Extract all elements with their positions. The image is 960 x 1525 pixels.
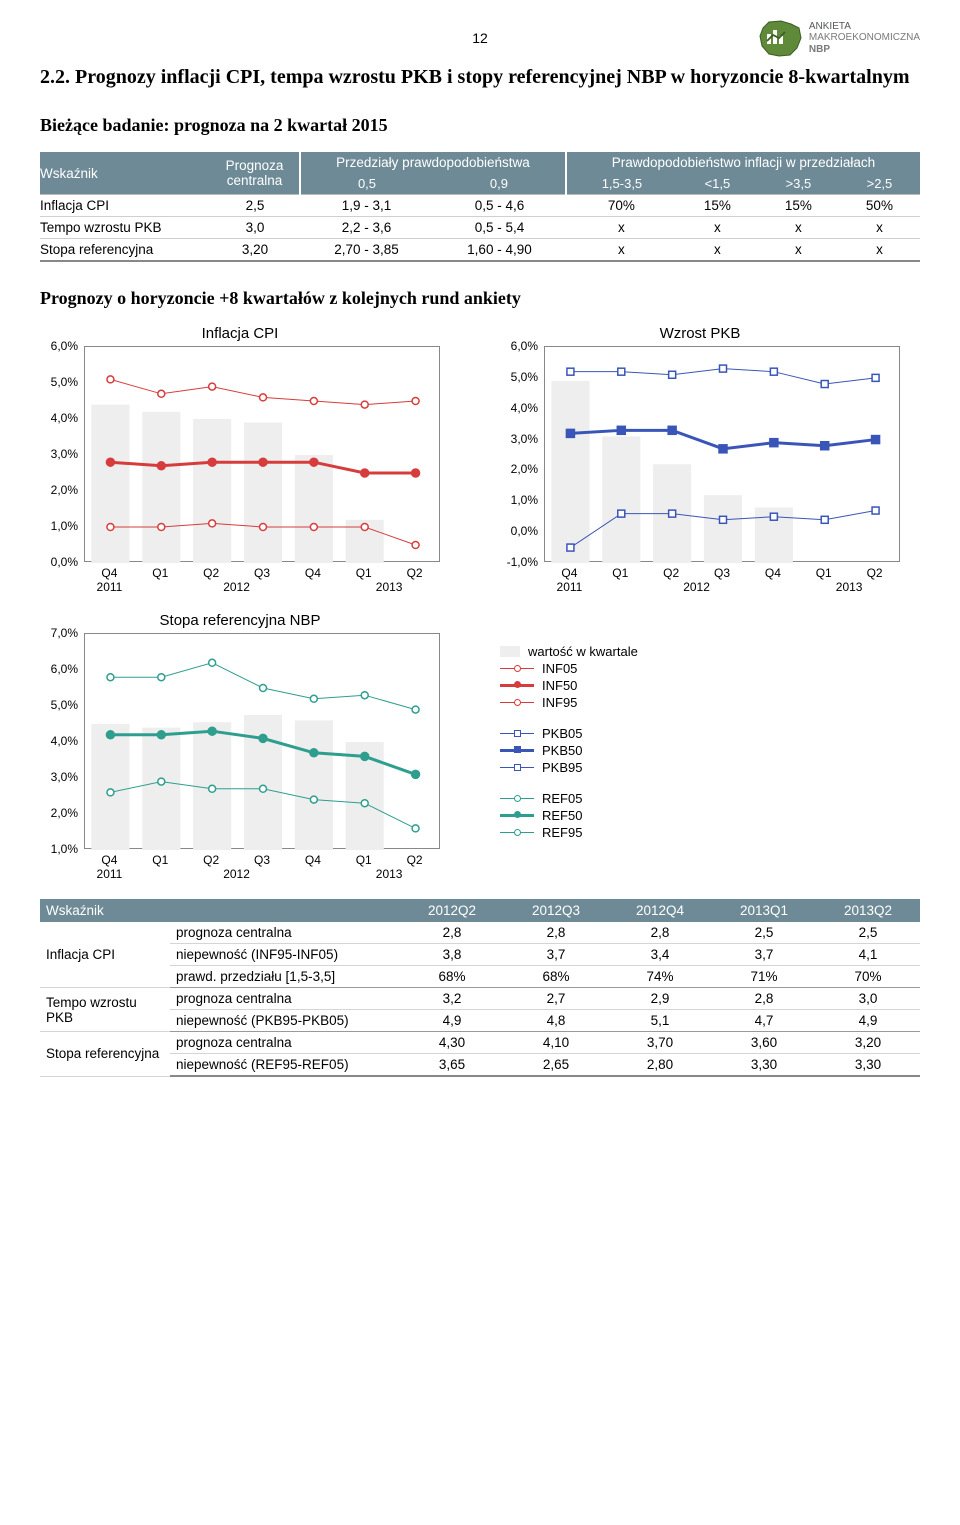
legend-label: PKB95: [542, 760, 582, 775]
x-tick: Q2: [849, 566, 900, 580]
legend-label: INF05: [542, 661, 577, 676]
x-year: 2013: [338, 867, 440, 881]
x-year: 2012: [135, 867, 338, 881]
legend-label: PKB50: [542, 743, 582, 758]
sub-09: 0,9: [433, 173, 566, 195]
chart-ref: Stopa referencyjna NBP 7,0%6,0%5,0%4,0%3…: [40, 612, 440, 881]
poland-map-icon: [757, 18, 803, 58]
x-tick: Q1: [135, 566, 186, 580]
sub-gt35: >3,5: [758, 173, 839, 195]
table-row: prawd. przedziału [1,5-3,5]68%68%74%71%7…: [40, 966, 920, 988]
sub-05: 0,5: [300, 173, 433, 195]
x-tick: Q4: [287, 566, 338, 580]
col-header: 2012Q4: [608, 899, 712, 922]
legend-label: PKB05: [542, 726, 582, 741]
table-row: Inflacja CPIprognoza centralna2,82,82,82…: [40, 922, 920, 944]
chart-cpi: Inflacja CPI 6,0%5,0%4,0%3,0%2,0%1,0%0,0…: [40, 325, 440, 594]
table-row: niepewność (INF95-INF05)3,83,73,43,74,1: [40, 944, 920, 966]
x-tick: Q1: [135, 853, 186, 867]
x-tick: Q1: [798, 566, 849, 580]
col-prognoza: Prognoza centralna: [210, 152, 300, 195]
logo-text-2: MAKROEKONOMICZNA: [809, 32, 920, 44]
legend-label: REF95: [542, 825, 582, 840]
x-tick: Q2: [389, 566, 440, 580]
x-year: 2012: [135, 580, 338, 594]
legend-bar-icon: [500, 646, 520, 657]
x-year: 2013: [798, 580, 900, 594]
table-row: niepewność (PKB95-PKB05)4,94,85,14,74,9: [40, 1010, 920, 1032]
sub-1535: 1,5-3,5: [566, 173, 677, 195]
logo-text-1: ANKIETA: [809, 21, 920, 33]
subtitle-2: Prognozy o horyzoncie +8 kwartałów z kol…: [40, 288, 920, 309]
x-tick: Q4: [747, 566, 798, 580]
sub-gt25: >2,5: [839, 173, 920, 195]
col-header: 2013Q2: [816, 899, 920, 922]
table-row: Stopa referencyjnaprognoza centralna4,30…: [40, 1032, 920, 1054]
table-row: Stopa referencyjna3,202,70 - 3,851,60 - …: [40, 239, 920, 262]
legend-label: INF50: [542, 678, 577, 693]
sub-lt15: <1,5: [677, 173, 758, 195]
legend-label: REF50: [542, 808, 582, 823]
x-tick: Q4: [544, 566, 595, 580]
chart-cpi-title: Inflacja CPI: [40, 325, 440, 342]
x-tick: Q4: [287, 853, 338, 867]
table-row: Tempo wzrostu PKB3,02,2 - 3,60,5 - 5,4xx…: [40, 217, 920, 239]
x-tick: Q1: [595, 566, 646, 580]
x-tick: Q4: [84, 566, 135, 580]
x-tick: Q3: [697, 566, 748, 580]
table-row: Inflacja CPI2,51,9 - 3,10,5 - 4,670%15%1…: [40, 195, 920, 217]
legend-label: REF05: [542, 791, 582, 806]
x-year: 2011: [84, 580, 135, 594]
legend: wartość w kwartale INF05 INF50 INF95 PKB05 PK…: [500, 612, 638, 881]
x-tick: Q4: [84, 853, 135, 867]
x-year: 2012: [595, 580, 798, 594]
legend-label: INF95: [542, 695, 577, 710]
logo: ANKIETA MAKROEKONOMICZNA NBP: [757, 18, 920, 58]
x-tick: Q1: [338, 853, 389, 867]
section-title: 2.2. Prognozy inflacji CPI, tempa wzrost…: [40, 66, 920, 89]
legend-bar-label: wartość w kwartale: [528, 644, 638, 659]
x-year: 2013: [338, 580, 440, 594]
col-header: 2012Q3: [504, 899, 608, 922]
chart-pkb-title: Wzrost PKB: [500, 325, 900, 342]
col-header: Wskaźnik: [40, 899, 400, 922]
current-forecast-table: Wskaźnik Prognoza centralna Przedziały p…: [40, 152, 920, 262]
chart-ref-title: Stopa referencyjna NBP: [40, 612, 440, 629]
x-tick: Q2: [186, 566, 237, 580]
chart-pkb: Wzrost PKB 6,0%5,0%4,0%3,0%2,0%1,0%0,0%-…: [500, 325, 900, 594]
x-tick: Q3: [237, 566, 288, 580]
col-przedzialy: Przedziały prawdopodobieństwa: [300, 152, 566, 173]
history-table: Wskaźnik2012Q22012Q32012Q42013Q12013Q2 I…: [40, 899, 920, 1077]
subtitle-1: Bieżące badanie: prognoza na 2 kwartał 2…: [40, 115, 920, 136]
x-tick: Q1: [338, 566, 389, 580]
col-header: 2013Q1: [712, 899, 816, 922]
logo-text-3: NBP: [809, 44, 920, 56]
x-tick: Q2: [389, 853, 440, 867]
x-year: 2011: [544, 580, 595, 594]
x-tick: Q3: [237, 853, 288, 867]
table-row: niepewność (REF95-REF05)3,652,652,803,30…: [40, 1054, 920, 1077]
table-row: Tempo wzrostu PKBprognoza centralna3,22,…: [40, 988, 920, 1010]
col-wskaznik: Wskaźnik: [40, 152, 210, 195]
col-header: 2012Q2: [400, 899, 504, 922]
col-prawdop: Prawdopodobieństwo inflacji w przedziała…: [566, 152, 920, 173]
x-tick: Q2: [186, 853, 237, 867]
x-tick: Q2: [646, 566, 697, 580]
x-year: 2011: [84, 867, 135, 881]
